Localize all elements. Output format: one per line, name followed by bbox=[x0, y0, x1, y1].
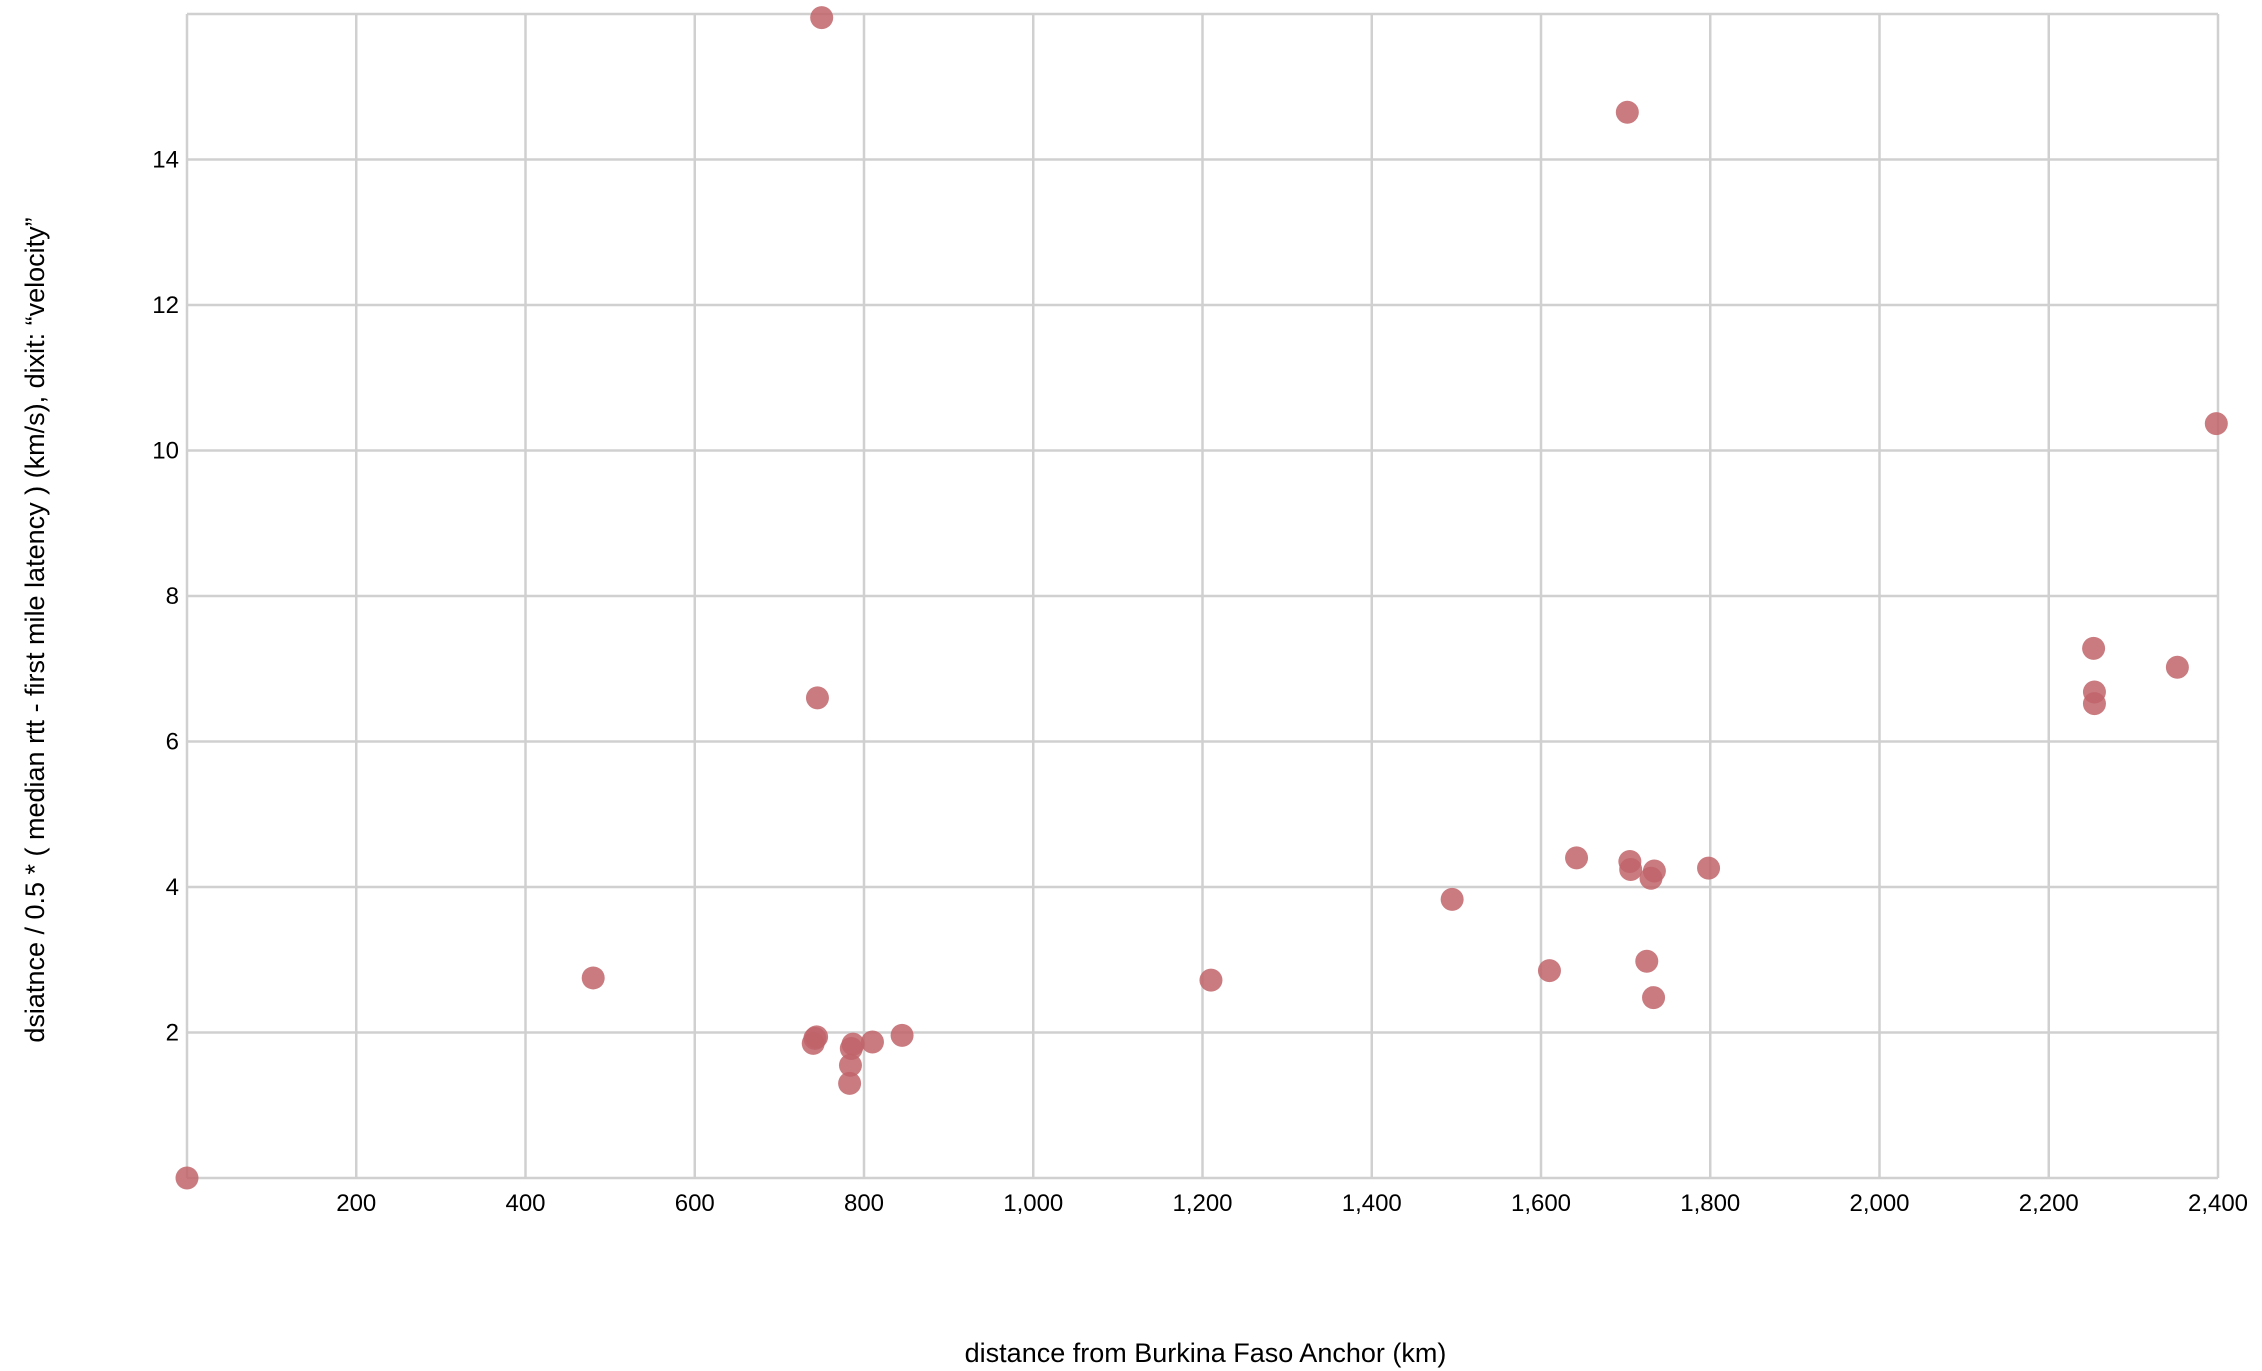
data-points bbox=[175, 6, 2228, 1190]
scatter-point bbox=[2082, 636, 2106, 660]
scatter-point bbox=[1440, 887, 1464, 911]
y-tick-label: 12 bbox=[152, 292, 179, 319]
scatter-point bbox=[1642, 986, 1666, 1010]
scatter-point bbox=[581, 966, 605, 990]
scatter-point bbox=[1642, 859, 1666, 883]
y-tick-label: 14 bbox=[152, 147, 179, 174]
y-tick-label: 4 bbox=[166, 874, 179, 901]
y-tick-label: 10 bbox=[152, 438, 179, 465]
x-axis-ticks: 200 400 600 800 1,000 1,200 1,400 1,600 1,800 2,0… bbox=[336, 1190, 2248, 1217]
x-tick-label: 200 bbox=[336, 1190, 376, 1217]
x-axis-title: distance from Burkina Faso Anchor (km) bbox=[965, 1338, 1447, 1368]
scatter-point bbox=[1615, 100, 1639, 124]
scatter-point bbox=[1619, 858, 1643, 882]
scatter-point bbox=[841, 1032, 865, 1056]
scatter-point bbox=[2204, 412, 2228, 436]
x-tick-label: 1,400 bbox=[1342, 1190, 1402, 1217]
gridlines bbox=[185, 12, 2220, 1180]
scatter-point bbox=[1635, 949, 1659, 973]
scatter-point bbox=[810, 6, 834, 30]
x-tick-label: 2,000 bbox=[1849, 1190, 1909, 1217]
scatter-point bbox=[2082, 692, 2106, 716]
scatter-point bbox=[860, 1030, 884, 1054]
y-axis-title: dsiatnce / 0.5 * ( median rtt - first mi… bbox=[20, 217, 50, 1042]
scatter-point bbox=[805, 1025, 829, 1049]
x-tick-label: 1,600 bbox=[1511, 1190, 1571, 1217]
scatter-point bbox=[1199, 968, 1223, 992]
y-tick-label: 8 bbox=[166, 583, 179, 610]
x-tick-label: 400 bbox=[505, 1190, 545, 1217]
x-tick-label: 2,200 bbox=[2019, 1190, 2079, 1217]
scatter-point bbox=[838, 1071, 862, 1095]
x-tick-label: 1,000 bbox=[1003, 1190, 1063, 1217]
scatter-point bbox=[1537, 959, 1561, 983]
y-axis-ticks: 2 4 6 8 10 12 14 bbox=[152, 147, 179, 1047]
scatter-point bbox=[838, 1053, 862, 1077]
scatter-point bbox=[805, 686, 829, 710]
scatter-point bbox=[1697, 856, 1721, 880]
scatter-point bbox=[1565, 846, 1589, 870]
x-tick-label: 800 bbox=[844, 1190, 884, 1217]
x-tick-label: 2,400 bbox=[2188, 1190, 2248, 1217]
scatter-point bbox=[2165, 655, 2189, 679]
x-tick-label: 1,800 bbox=[1680, 1190, 1740, 1217]
x-tick-label: 1,200 bbox=[1172, 1190, 1232, 1217]
y-tick-label: 6 bbox=[166, 729, 179, 756]
scatter-point bbox=[175, 1166, 199, 1190]
y-tick-label: 2 bbox=[166, 1020, 179, 1047]
scatter-point bbox=[890, 1023, 914, 1047]
x-tick-label: 600 bbox=[675, 1190, 715, 1217]
